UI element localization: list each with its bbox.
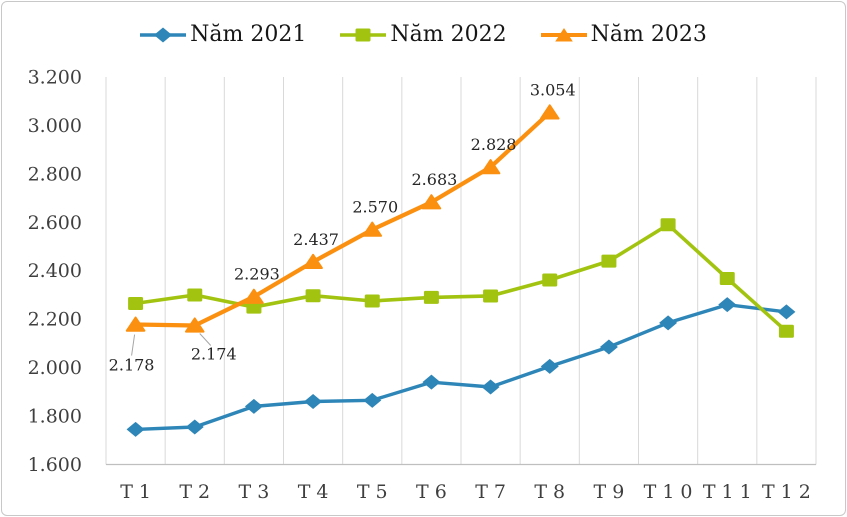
marker-diamond bbox=[659, 315, 678, 331]
legend-label-2021: Năm 2021 bbox=[190, 22, 307, 47]
marker-square bbox=[187, 288, 203, 302]
marker-triangle bbox=[125, 316, 146, 332]
series-line-1 bbox=[133, 303, 789, 432]
data-label: 3.054 bbox=[530, 80, 576, 99]
y-tick-label: 2.000 bbox=[28, 357, 82, 379]
marker-triangle bbox=[539, 104, 560, 120]
data-label: 2.293 bbox=[234, 265, 280, 284]
marker-square bbox=[719, 272, 735, 285]
x-tick-label: T1 bbox=[120, 481, 157, 503]
x-tick-label: T10 bbox=[644, 481, 699, 503]
legend-marker-square-icon bbox=[340, 28, 387, 41]
legend-label-2022: Năm 2022 bbox=[390, 22, 507, 47]
legend-marker-triangle-icon bbox=[540, 27, 587, 41]
marker-diamond bbox=[540, 358, 559, 374]
x-tick-label: T2 bbox=[179, 481, 216, 503]
marker-diamond bbox=[244, 398, 263, 414]
marker-triangle bbox=[303, 253, 323, 269]
legend-item-nam-2021: Năm 2021 bbox=[140, 22, 306, 47]
data-label: 2.828 bbox=[471, 135, 517, 154]
marker-square bbox=[423, 290, 439, 304]
series-line-2 bbox=[133, 222, 789, 334]
data-label-leader-line bbox=[131, 334, 136, 356]
y-tick-label: 3.000 bbox=[28, 115, 82, 137]
y-tick-label: 2.800 bbox=[28, 163, 82, 185]
x-tick-label: T7 bbox=[475, 481, 512, 503]
marker-diamond bbox=[599, 339, 618, 355]
y-tick-label: 3.200 bbox=[28, 66, 82, 88]
y-tick-label: 1.800 bbox=[28, 406, 82, 428]
y-tick-label: 2.400 bbox=[28, 260, 82, 282]
legend: Năm 2021 Năm 2022 Năm 2023 bbox=[2, 22, 845, 47]
marker-diamond bbox=[126, 421, 145, 437]
x-tick-label: T3 bbox=[239, 481, 276, 503]
marker-diamond bbox=[185, 419, 204, 435]
marker-triangle bbox=[244, 288, 264, 304]
data-label: 2.683 bbox=[412, 170, 458, 189]
marker-square bbox=[364, 294, 380, 308]
x-tick-label: T11 bbox=[703, 481, 758, 503]
marker-square bbox=[660, 218, 676, 232]
marker-triangle bbox=[362, 221, 383, 237]
x-tick-label: T6 bbox=[416, 481, 453, 503]
marker-square bbox=[778, 324, 794, 338]
marker-square bbox=[305, 289, 321, 303]
x-tick-label: T5 bbox=[357, 481, 394, 503]
y-tick-label: 1.600 bbox=[28, 454, 82, 476]
data-label: 2.178 bbox=[109, 356, 155, 375]
marker-triangle bbox=[421, 194, 442, 210]
x-tick-label: T8 bbox=[534, 481, 571, 503]
marker-diamond bbox=[363, 392, 382, 408]
marker-diamond bbox=[718, 297, 737, 313]
legend-marker-diamond-icon bbox=[140, 27, 187, 42]
data-label: 2.174 bbox=[191, 344, 237, 363]
data-label: 2.437 bbox=[293, 230, 339, 249]
data-label: 2.570 bbox=[352, 198, 398, 217]
marker-square bbox=[128, 296, 144, 310]
x-tick-label: T12 bbox=[762, 481, 817, 503]
legend-item-nam-2022: Năm 2022 bbox=[340, 22, 507, 47]
marker-diamond bbox=[777, 304, 796, 320]
y-tick-label: 2.200 bbox=[28, 309, 82, 331]
y-tick-label: 2.600 bbox=[28, 212, 82, 234]
marker-square bbox=[483, 289, 499, 303]
marker-square bbox=[542, 273, 558, 287]
marker-diamond bbox=[481, 379, 500, 395]
marker-diamond bbox=[422, 374, 441, 390]
x-tick-label: T4 bbox=[298, 481, 335, 503]
data-label-leader-line bbox=[199, 333, 212, 346]
marker-square bbox=[601, 254, 617, 268]
series-line-3 bbox=[133, 110, 552, 328]
marker-triangle bbox=[184, 317, 205, 333]
legend-label-2023: Năm 2023 bbox=[590, 22, 707, 47]
legend-item-nam-2023: Năm 2023 bbox=[540, 22, 707, 47]
marker-triangle bbox=[480, 159, 501, 175]
x-tick-label: T9 bbox=[594, 481, 631, 503]
marker-diamond bbox=[304, 394, 323, 410]
